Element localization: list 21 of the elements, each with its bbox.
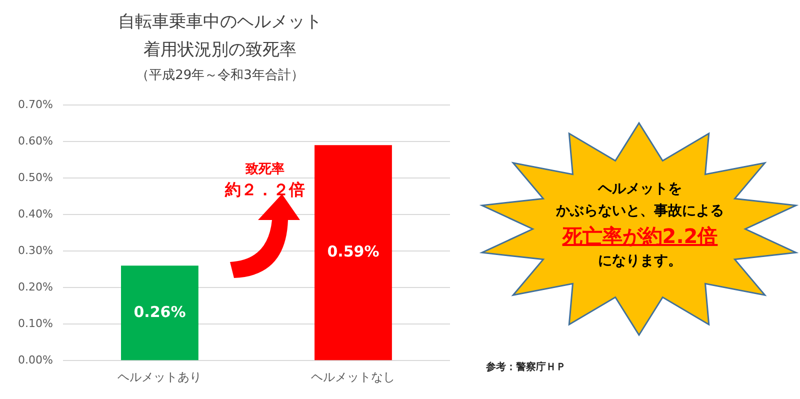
y-tick-label: 0.20% (18, 280, 53, 294)
annotation: 約２．２倍 (224, 180, 306, 201)
text: 参考：警察庁ＨＰ (486, 360, 566, 374)
text: かぶらないと、事故による (555, 202, 725, 221)
text: になります。 (597, 252, 683, 271)
data-label: 0.26% (134, 302, 186, 321)
y-tick-label: 0.70% (18, 98, 53, 111)
text: ヘルメットを (596, 180, 683, 199)
y-tick-label: 0.50% (18, 170, 53, 184)
chart-title: 自転車乗車中のヘルメット着用状況別の致死率 (117, 11, 323, 62)
x-tick-label: ヘルメットなし (311, 370, 396, 384)
y-tick-label: 0.30% (18, 244, 53, 257)
y-tick-label: 0.60% (18, 134, 53, 148)
text: 死亡率が約2.2倍 (561, 223, 719, 250)
chart-subtitle: （平成29年～令和3年合計） (135, 67, 305, 84)
y-tick-label: 0.10% (18, 316, 53, 330)
x-tick-label: ヘルメットあり (118, 370, 202, 384)
annotation: 致死率 (244, 160, 286, 178)
y-tick-label: 0.40% (18, 207, 53, 220)
y-tick-label: 0.00% (18, 353, 53, 366)
data-label: 0.59% (327, 242, 380, 261)
